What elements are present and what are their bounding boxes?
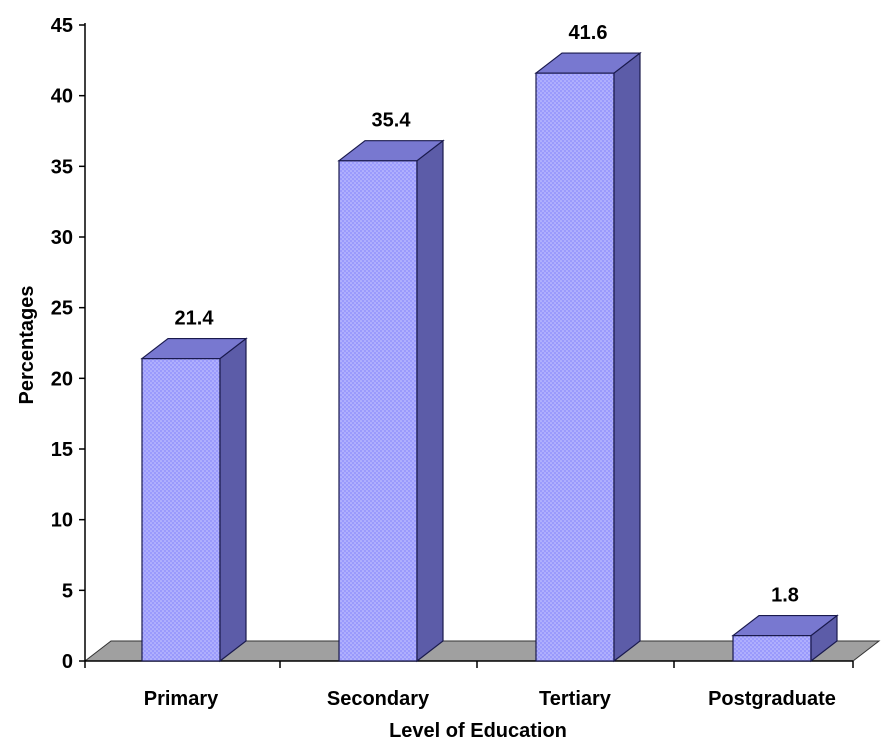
y-tick-label: 20: [51, 368, 73, 390]
bar-front-primary: [141, 357, 221, 662]
bar-top-postgraduate: [731, 614, 839, 637]
bar-front-tertiary: [535, 72, 615, 662]
data-label-secondary: 35.4: [372, 110, 412, 132]
x-tick-label-tertiary: Tertiary: [539, 688, 612, 710]
y-tick-label: 15: [51, 439, 73, 461]
data-label-primary: 21.4: [175, 308, 215, 330]
bar-top-primary: [140, 337, 248, 360]
bar-top-tertiary: [534, 52, 642, 74]
y-tick-label: 45: [51, 15, 73, 37]
data-label-tertiary: 41.6: [569, 22, 608, 44]
bar-side-primary: [219, 337, 247, 663]
y-axis-title: Percentages: [16, 286, 38, 405]
y-tick-label: 35: [51, 156, 73, 178]
bar-front-secondary: [338, 160, 418, 662]
x-tick-label-postgraduate: Postgraduate: [708, 688, 836, 710]
bar-top-secondary: [337, 140, 445, 162]
y-tick-label: 30: [51, 227, 73, 249]
y-tick-label: 10: [51, 510, 73, 532]
x-axis-title: Level of Education: [389, 720, 567, 742]
bar-front-postgraduate: [732, 634, 812, 662]
x-tick-label-secondary: Secondary: [327, 688, 430, 710]
y-tick-label: 25: [51, 298, 73, 320]
x-tick-label-primary: Primary: [144, 688, 219, 710]
y-tick-label: 5: [62, 580, 73, 602]
data-label-postgraduate: 1.8: [771, 585, 799, 607]
y-tick-label: 40: [51, 86, 73, 108]
bar-side-secondary: [416, 139, 444, 663]
bar-side-tertiary: [613, 51, 641, 663]
y-tick-label: 0: [62, 651, 73, 673]
